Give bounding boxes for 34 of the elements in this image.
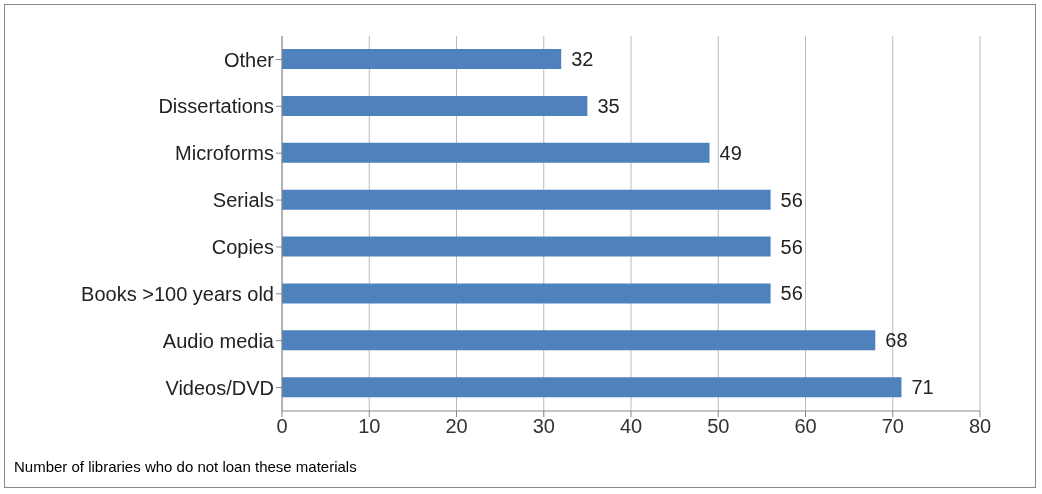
x-tick-label: 80 [968, 415, 992, 438]
data-label: 56 [780, 282, 803, 305]
y-tick-label: Dissertations [158, 95, 274, 118]
data-label: 32 [571, 48, 594, 71]
data-label: 49 [719, 141, 742, 164]
x-tick-label: 10 [358, 415, 381, 438]
y-tick-label: Other [223, 48, 275, 71]
x-tick-label: 40 [619, 415, 643, 438]
bar [282, 283, 771, 304]
data-label: 68 [885, 329, 908, 352]
text: Number of libraries who do not loan these materials [14, 458, 357, 475]
data-label: 56 [780, 235, 803, 258]
y-tick-label: Microforms [175, 142, 274, 165]
x-tick-label: 60 [794, 415, 817, 438]
bar [282, 49, 562, 69]
bar [282, 95, 588, 116]
data-label: 71 [911, 376, 934, 399]
x-tick-label: 50 [707, 415, 730, 438]
y-tick-label: Books >100 years old [81, 282, 274, 305]
x-tick-label: 70 [881, 415, 904, 438]
y-tick-label: Copies [211, 236, 274, 259]
bar [282, 377, 902, 398]
x-tick-label: 0 [276, 415, 288, 438]
data-label: 35 [597, 94, 620, 117]
bar [282, 236, 771, 257]
bar [282, 142, 710, 163]
data-label: 56 [780, 188, 803, 211]
x-tick-label: 30 [532, 415, 555, 438]
y-tick-label: Videos/DVD [165, 376, 274, 399]
bar [282, 330, 876, 351]
y-tick-label: Serials [212, 189, 274, 212]
bar [282, 189, 771, 210]
x-tick-label: 20 [445, 415, 468, 438]
y-tick-label: Audio media [162, 329, 275, 352]
